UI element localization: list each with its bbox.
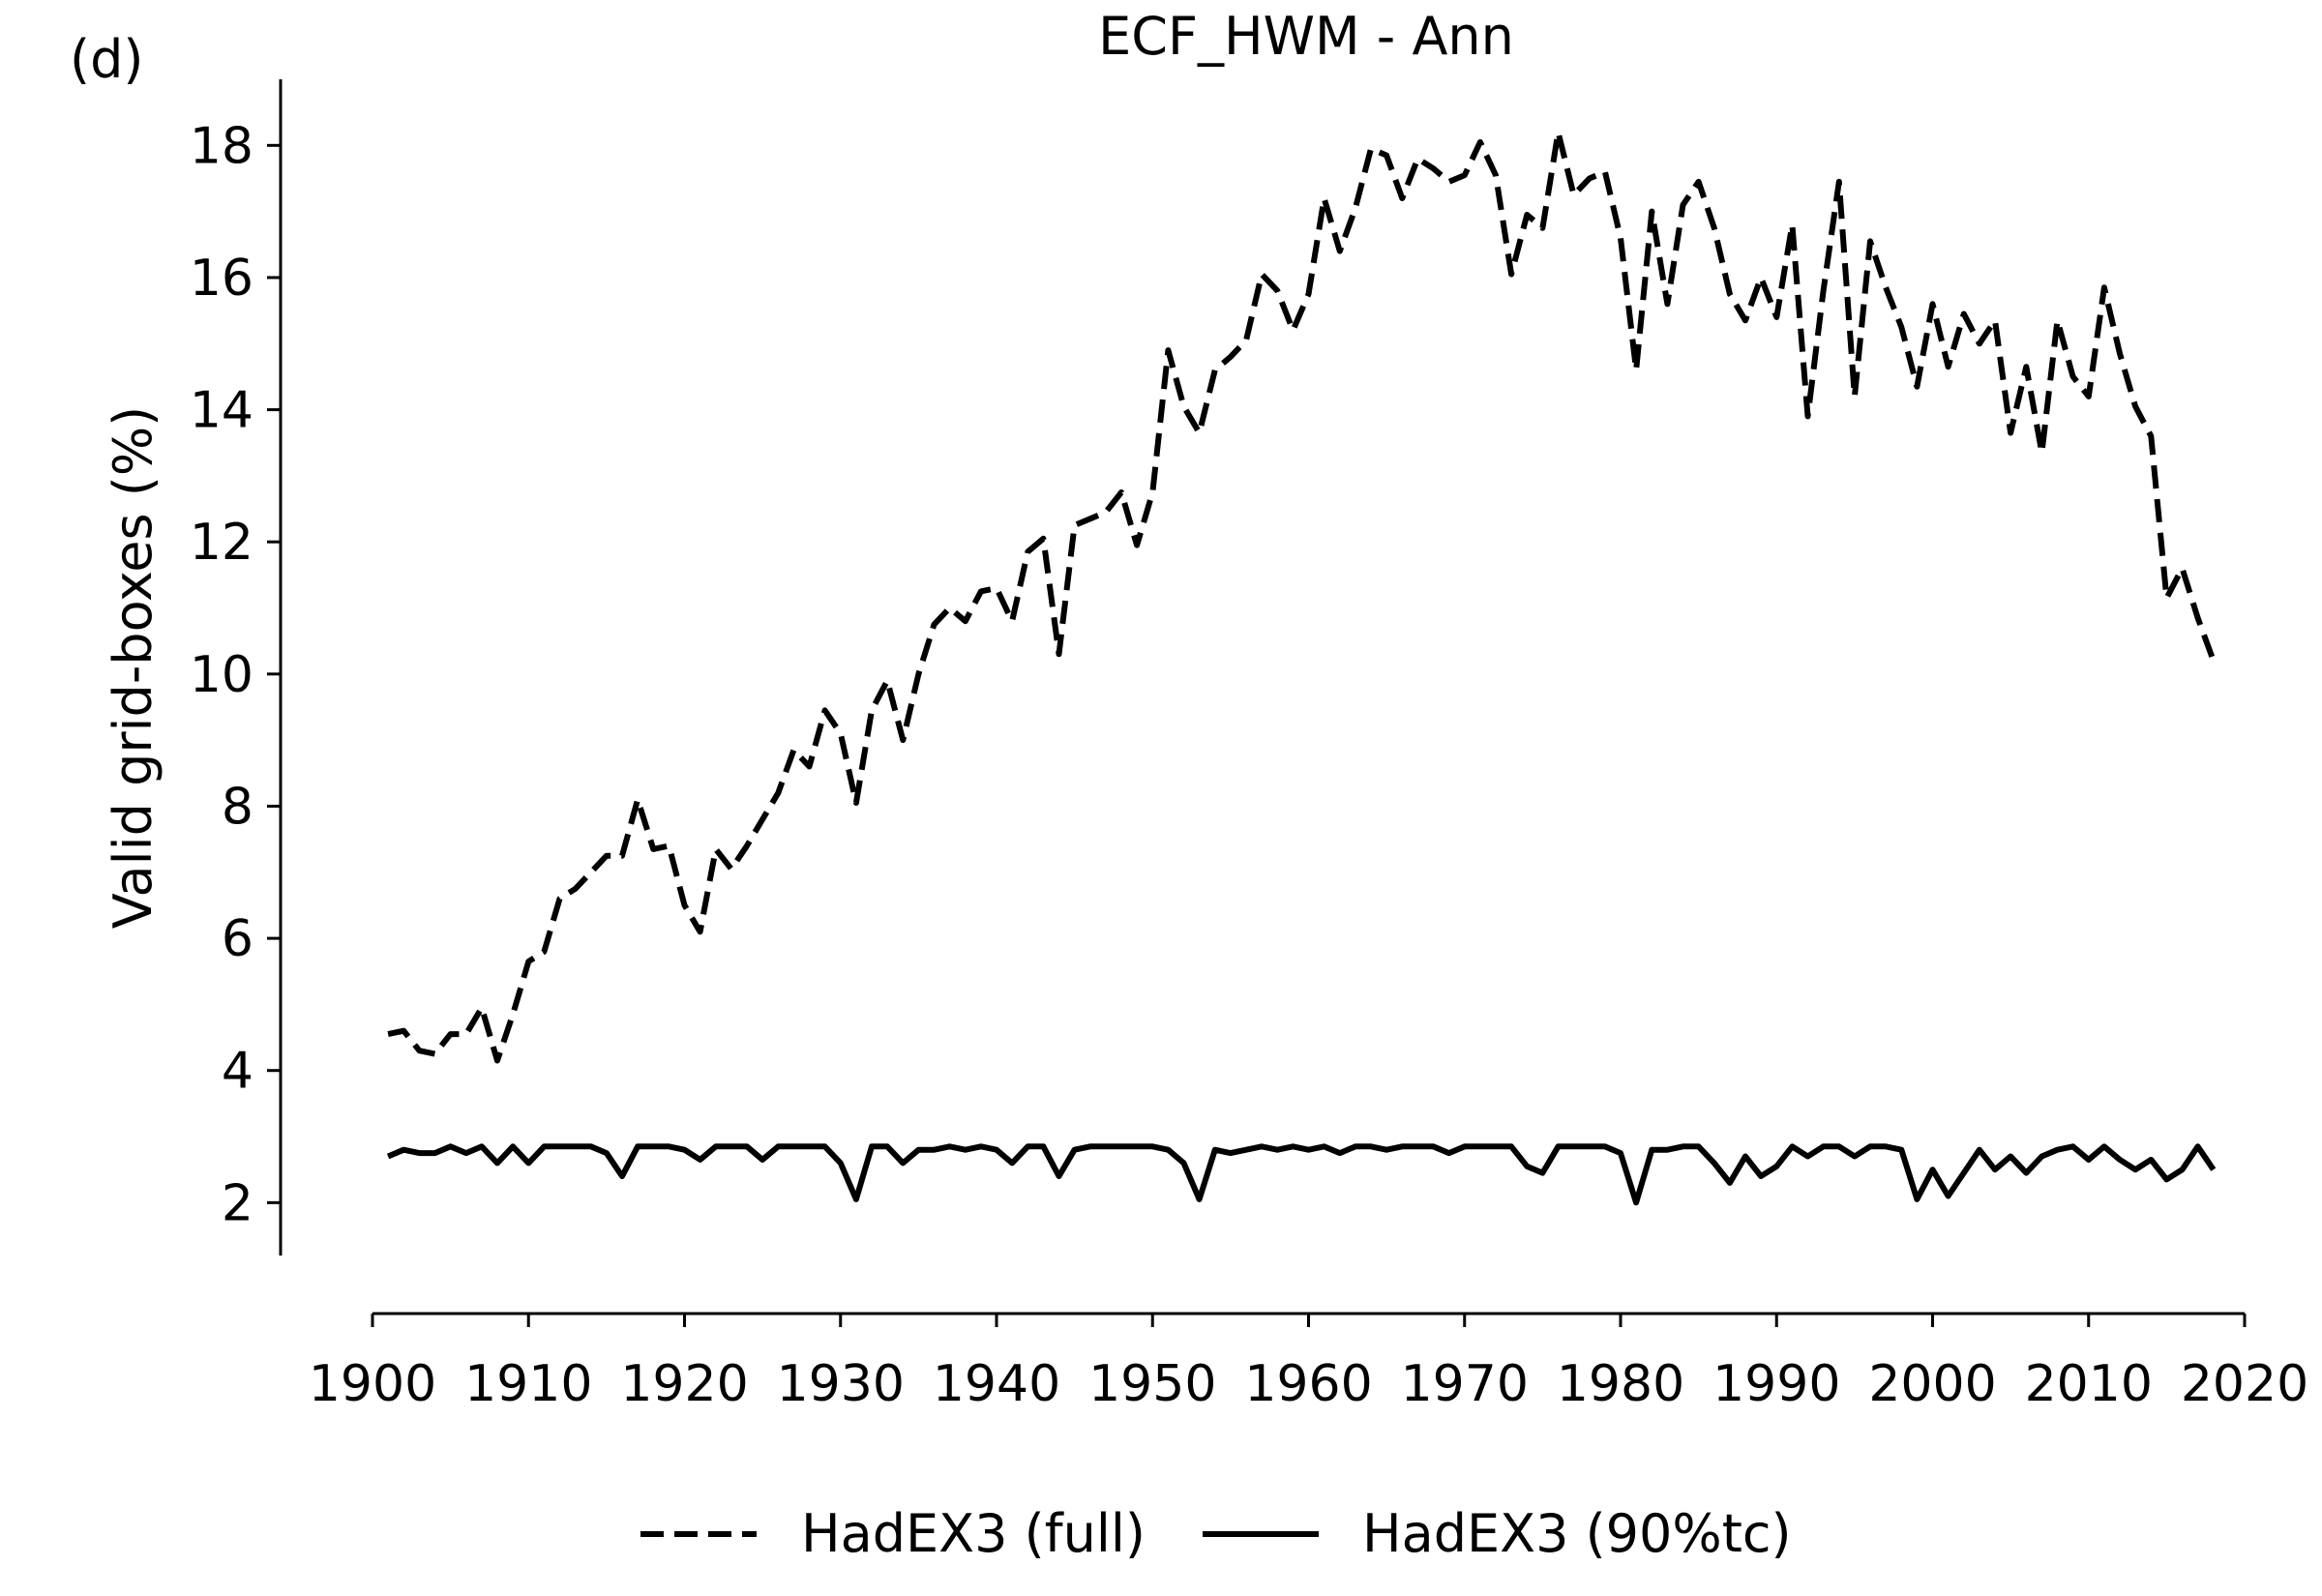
- x-tick-label: 2010: [2025, 1355, 2153, 1413]
- y-tick-label: 18: [190, 117, 253, 175]
- x-tick-label: 2020: [2181, 1355, 2308, 1413]
- x-tick-label: 2000: [1868, 1355, 1996, 1413]
- y-tick-label: 6: [222, 910, 253, 968]
- x-tick-label: 1940: [933, 1355, 1060, 1413]
- x-tick-label: 1950: [1088, 1355, 1216, 1413]
- series-layer: [386, 129, 2217, 1206]
- panel-label: (d): [70, 29, 143, 90]
- y-ticks: 2 4 6 8 10 12 14 16 18: [190, 117, 281, 1232]
- x-tick-label: 1990: [1712, 1355, 1840, 1413]
- x-ticks: 1900 1910 1920 1930 1940 1950 1960 1970 1980 1990…: [309, 1314, 2308, 1413]
- y-tick-label: 2: [222, 1174, 253, 1232]
- x-tick-label: 1970: [1401, 1355, 1529, 1413]
- x-tick-label: 1910: [464, 1355, 592, 1413]
- y-axis-label: Valid grid-boxes (%): [103, 406, 164, 929]
- chart-title: ECF_HWM - Ann: [1098, 6, 1514, 67]
- y-tick-label: 14: [190, 382, 253, 440]
- x-tick-label: 1960: [1244, 1355, 1372, 1413]
- legend: HadEX3 (full) HadEX3 (90%tc): [640, 1503, 1792, 1564]
- x-tick-label: 1980: [1557, 1355, 1684, 1413]
- y-tick-label: 8: [222, 778, 253, 836]
- y-tick-label: 12: [190, 514, 253, 572]
- x-tick-label: 1930: [777, 1355, 905, 1413]
- y-tick-label: 10: [190, 646, 253, 704]
- x-tick-label: 1900: [309, 1355, 436, 1413]
- series-line-full: [387, 129, 2217, 1064]
- x-tick-label: 1920: [620, 1355, 748, 1413]
- legend-label-90tc: HadEX3 (90%tc): [1362, 1503, 1792, 1564]
- legend-label-full: HadEX3 (full): [801, 1503, 1146, 1564]
- y-tick-label: 16: [190, 250, 253, 308]
- series-line-90tc: [386, 1143, 2217, 1206]
- y-tick-label: 4: [222, 1043, 253, 1101]
